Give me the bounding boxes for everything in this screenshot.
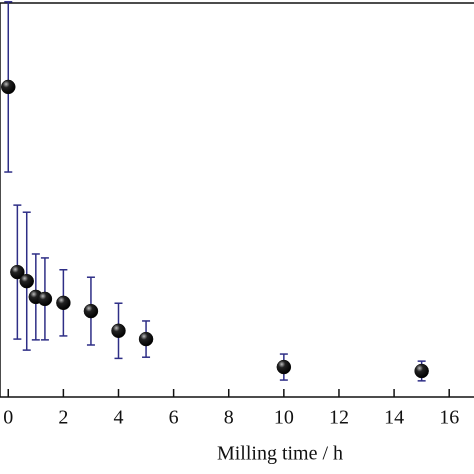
data-point — [111, 323, 126, 339]
x-tick-label: 8 — [224, 407, 234, 429]
data-point — [19, 273, 34, 289]
x-tick-label: 10 — [274, 407, 294, 429]
x-tick-label: 4 — [114, 407, 124, 429]
data-point — [1, 79, 16, 95]
x-tick-label: 12 — [329, 407, 349, 429]
x-tick-label: 6 — [169, 407, 179, 429]
data-point — [56, 295, 71, 311]
x-axis-label: Milling time / h — [217, 443, 343, 465]
data-point — [414, 363, 429, 379]
data-point — [138, 331, 154, 347]
data-point — [37, 291, 53, 307]
data-point — [10, 264, 25, 280]
x-tick-label: 2 — [58, 407, 68, 429]
data-point — [83, 303, 99, 319]
x-tick-label: 14 — [384, 407, 404, 429]
data-point — [276, 359, 292, 375]
x-tick-label: 16 — [439, 407, 459, 429]
x-tick-label: 0 — [3, 407, 13, 429]
